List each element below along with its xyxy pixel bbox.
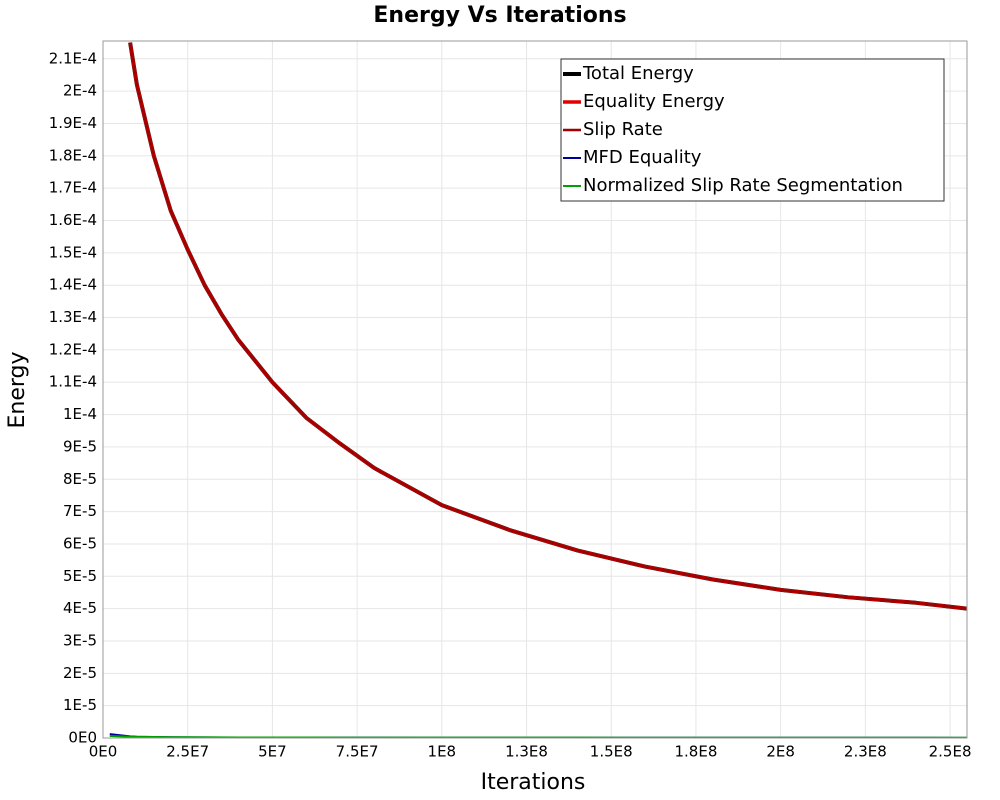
plot-frame [102,40,968,739]
y-tick-label: 1.4E-4 [49,276,97,294]
y-tick-label: 0E0 [68,729,97,747]
x-tick-label: 1.5E8 [590,743,633,761]
y-tick-label: 1.3E-4 [49,308,97,326]
x-tick-label: 1.8E8 [674,743,717,761]
y-tick-label: 5E-5 [63,567,97,585]
x-tick-label: 5E7 [258,743,287,761]
y-tick-label: 1.1E-4 [49,373,97,391]
y-tick-label: 1.8E-4 [49,146,97,164]
series-line [128,42,967,610]
y-tick-label: 1.6E-4 [49,211,97,229]
y-tick-label: 2E-4 [63,82,97,100]
x-axis-label: Iterations [481,770,586,795]
x-tick-label: 1E8 [428,743,457,761]
legend-label: Total Energy [582,63,694,84]
y-tick-label: 9E-5 [63,437,97,455]
y-tick-label: 6E-5 [63,534,97,552]
y-tick-label: 1.7E-4 [49,179,97,197]
legend: Total Energy Equality Energy Slip Rate MFD … [560,58,945,202]
legend-label: Slip Rate [583,119,663,140]
legend-label: MFD Equality [583,147,702,168]
y-tick-label: 1.5E-4 [49,243,97,261]
y-tick-label: 8E-5 [63,470,97,488]
y-axis-label: Energy [5,351,30,428]
x-tick-label: 2.5E8 [929,743,972,761]
x-tick-label: 2E8 [766,743,795,761]
y-tick-label: 1.9E-4 [49,114,97,132]
y-tick-label: 7E-5 [63,502,97,520]
x-tick-label: 7.5E7 [336,743,379,761]
x-tick-label: 2.5E7 [166,743,209,761]
x-tick-label: 2.3E8 [844,743,887,761]
x-tick-label: 1.3E8 [505,743,548,761]
y-tick-label: 1.2E-4 [49,340,97,358]
y-tick-label: 1E-5 [63,696,97,714]
y-tick-label: 3E-5 [63,631,97,649]
y-tick-label: 1E-4 [63,405,97,423]
y-tick-label: 4E-5 [63,599,97,617]
y-tick-label: 2E-5 [63,664,97,682]
chart-title: Energy Vs Iterations [373,3,626,28]
legend-label: Equality Energy [583,91,725,112]
x-tick-label: 0E0 [89,743,118,761]
legend-label: Normalized Slip Rate Segmentation [583,175,903,196]
y-tick-label: 2.1E-4 [49,49,97,67]
legend-box [560,58,945,202]
